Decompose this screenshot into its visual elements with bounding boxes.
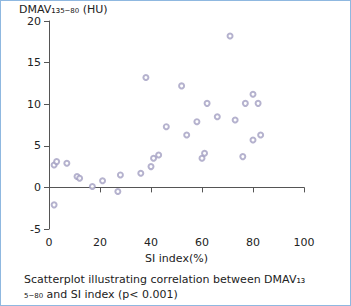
svg-text:20: 20 [27, 15, 41, 28]
svg-text:0: 0 [46, 236, 53, 249]
svg-text:SI index(%): SI index(%) [145, 252, 208, 265]
svg-text:0: 0 [34, 181, 41, 194]
svg-text:₅₋₈₀ and SI index (p< 0.001): ₅₋₈₀ and SI index (p< 0.001) [24, 288, 178, 301]
svg-text:5: 5 [34, 139, 41, 152]
svg-text:15: 15 [27, 56, 41, 69]
svg-text:DMAV₁₃₅₋₈₀ (HU): DMAV₁₃₅₋₈₀ (HU) [19, 3, 108, 16]
svg-text:20: 20 [93, 236, 107, 249]
svg-text:60: 60 [195, 236, 209, 249]
svg-text:100: 100 [294, 236, 315, 249]
svg-text:10: 10 [27, 98, 41, 111]
svg-text:Scatterplot illustrating corre: Scatterplot illustrating correlation bet… [24, 273, 305, 286]
svg-text:80: 80 [246, 236, 260, 249]
svg-text:-5: -5 [30, 223, 41, 236]
svg-text:40: 40 [144, 236, 158, 249]
